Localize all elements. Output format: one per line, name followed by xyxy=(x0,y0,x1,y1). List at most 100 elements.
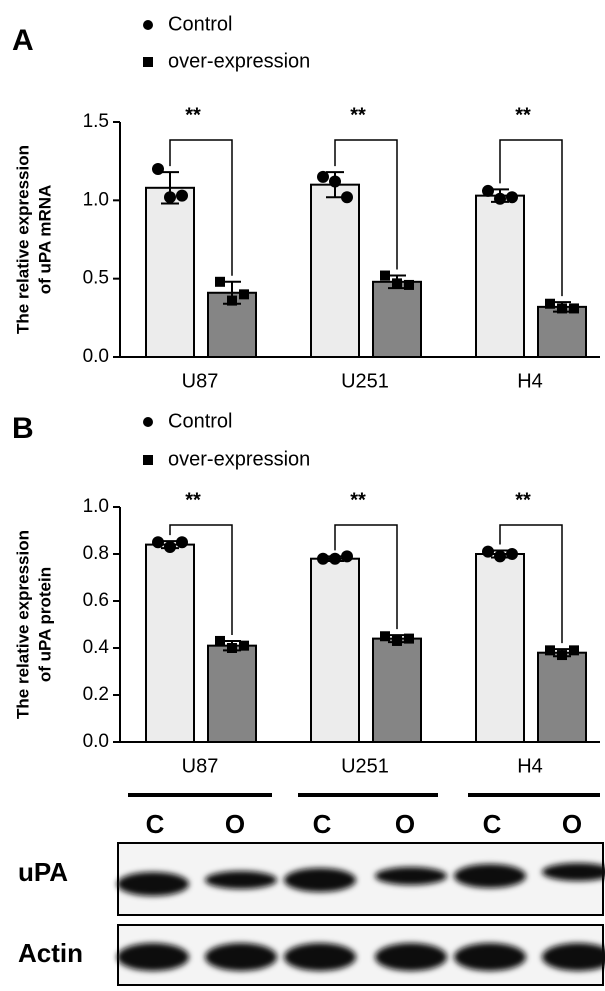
significance-label: ** xyxy=(350,489,366,511)
y-tick-label: 1.0 xyxy=(83,496,109,517)
bar xyxy=(146,188,194,357)
data-point xyxy=(545,299,555,309)
lane-label: O xyxy=(562,809,582,839)
panel-label: B xyxy=(12,412,34,445)
lane-label: C xyxy=(483,809,502,839)
data-point xyxy=(176,190,188,202)
data-point xyxy=(317,553,329,565)
bar xyxy=(373,639,421,742)
y-tick-label: 0.2 xyxy=(83,684,109,705)
bar xyxy=(311,185,359,357)
row-label: Actin xyxy=(18,938,83,968)
data-point xyxy=(392,636,402,646)
y-tick-label: 0.6 xyxy=(83,590,109,611)
y-tick-label: 0.8 xyxy=(83,543,109,564)
x-tick-label: U251 xyxy=(341,370,389,392)
blot-band xyxy=(375,867,447,885)
data-point xyxy=(404,634,414,644)
data-point xyxy=(569,303,579,313)
blot-band xyxy=(284,943,356,971)
legend-label: over-expression xyxy=(168,448,310,470)
x-tick-label: U87 xyxy=(182,755,219,777)
data-point xyxy=(341,550,353,562)
data-point xyxy=(227,643,237,653)
y-tick-label: 0.0 xyxy=(83,731,109,752)
data-point xyxy=(494,550,506,562)
x-tick-label: H4 xyxy=(517,370,543,392)
panel-label: A xyxy=(12,24,34,57)
bar xyxy=(538,653,586,742)
data-point xyxy=(569,645,579,655)
legend-marker xyxy=(143,417,153,427)
legend-label: Control xyxy=(168,13,232,35)
significance-label: ** xyxy=(515,104,531,126)
figure: A Control over-expression The relative expr… xyxy=(0,0,605,986)
y-tick-label: 0.5 xyxy=(83,268,109,289)
data-point xyxy=(239,289,249,299)
data-point xyxy=(329,553,341,565)
data-point xyxy=(341,191,353,203)
data-point xyxy=(164,191,176,203)
legend-marker xyxy=(143,20,153,30)
data-point xyxy=(329,176,341,188)
data-point xyxy=(317,171,329,183)
lane-label: O xyxy=(225,809,245,839)
blot-band xyxy=(454,864,526,888)
blot-band xyxy=(205,871,277,889)
x-tick-label: U87 xyxy=(182,370,219,392)
data-point xyxy=(227,296,237,306)
data-point xyxy=(152,163,164,175)
y-axis-label: of uPA protein xyxy=(35,567,54,682)
lane-label: O xyxy=(395,809,415,839)
blot-panel xyxy=(118,925,603,985)
bar xyxy=(476,196,524,357)
blot-panel xyxy=(118,843,603,915)
legend-label: Control xyxy=(168,410,232,432)
y-axis-label: of uPA mRNA xyxy=(35,185,54,295)
data-point xyxy=(152,536,164,548)
legend-marker xyxy=(143,57,153,67)
significance-label: ** xyxy=(185,489,201,511)
blot-band xyxy=(454,943,526,971)
blot-band xyxy=(375,943,447,971)
lane-label: C xyxy=(146,809,165,839)
x-tick-label: H4 xyxy=(517,755,543,777)
blot-band xyxy=(117,872,189,896)
data-point xyxy=(506,191,518,203)
data-point xyxy=(545,645,555,655)
data-point xyxy=(215,636,225,646)
data-point xyxy=(176,536,188,548)
y-tick-label: 0.0 xyxy=(83,346,109,367)
y-tick-label: 0.4 xyxy=(83,637,110,658)
y-tick-label: 1.0 xyxy=(83,189,109,210)
blot-band xyxy=(205,943,277,971)
bar xyxy=(146,545,194,742)
data-point xyxy=(239,641,249,651)
data-point xyxy=(404,280,414,290)
significance-label: ** xyxy=(515,489,531,511)
data-point xyxy=(494,193,506,205)
lane-label: C xyxy=(313,809,332,839)
bar xyxy=(538,307,586,357)
data-point xyxy=(557,650,567,660)
data-point xyxy=(215,277,225,287)
data-point xyxy=(164,541,176,553)
legend-marker xyxy=(143,455,153,465)
bar xyxy=(311,559,359,742)
row-label: uPA xyxy=(18,857,68,887)
x-tick-label: U251 xyxy=(341,755,389,777)
y-tick-label: 1.5 xyxy=(83,111,109,132)
significance-label: ** xyxy=(350,104,366,126)
data-point xyxy=(557,303,567,313)
data-point xyxy=(392,278,402,288)
blot-band xyxy=(284,868,356,892)
blot-band xyxy=(117,943,189,971)
y-axis-label: The relative expression xyxy=(13,530,32,719)
data-point xyxy=(506,548,518,560)
legend-label: over-expression xyxy=(168,50,310,72)
bar xyxy=(373,282,421,357)
data-point xyxy=(482,546,494,558)
data-point xyxy=(380,271,390,281)
y-axis-label: The relative expression xyxy=(13,145,32,334)
data-point xyxy=(482,185,494,197)
